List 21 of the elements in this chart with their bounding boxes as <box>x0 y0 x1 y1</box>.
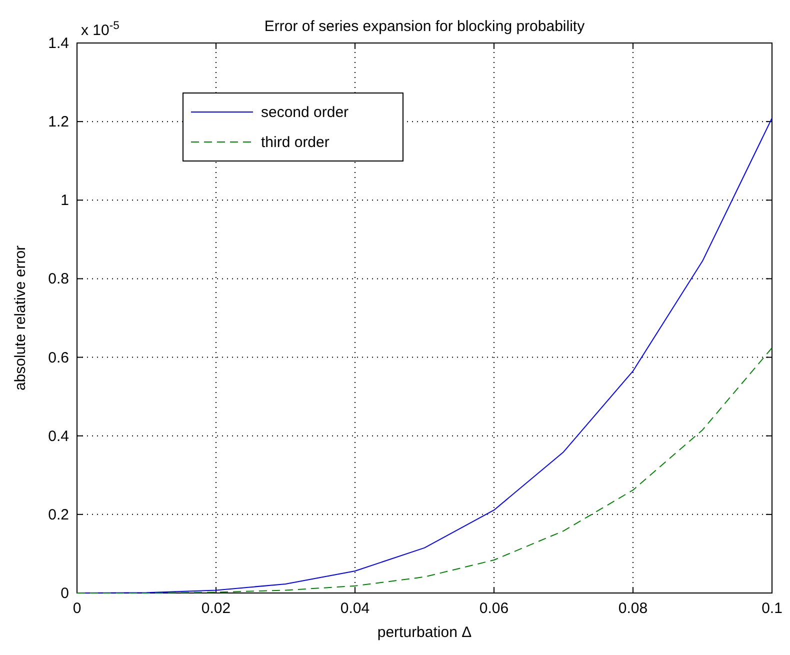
legend-label: third order <box>261 134 330 151</box>
x-tick-label: 0.06 <box>479 600 509 617</box>
y-tick-label: 0.6 <box>48 349 69 366</box>
x-tick-label: 0.08 <box>618 600 648 617</box>
y-tick-label: 0.8 <box>48 270 69 288</box>
y-tick-label: 0.2 <box>48 506 69 524</box>
line-series <box>76 347 772 594</box>
text: x 10$^{-5}$ <box>81 20 120 39</box>
x-tick-label: 0.1 <box>762 600 782 617</box>
legend-label: second order <box>261 104 349 121</box>
y-tick-label: 1.2 <box>48 114 69 131</box>
x-tick-label: 0.04 <box>340 600 370 617</box>
x-tick-label: 0 <box>72 600 82 617</box>
y-tick-label: 0.4 <box>48 428 69 445</box>
x-axis-title: perturbation Δ <box>377 624 472 641</box>
y-axis-title: absolute relative error <box>12 245 29 391</box>
chart-title: Error of series expansion for blocking probability <box>264 18 586 35</box>
y-tick-label: 0 <box>60 585 69 602</box>
y-tick-label: 1 <box>60 192 69 210</box>
x-tick-label: 0.02 <box>201 600 231 617</box>
y-tick-label: 1.4 <box>48 35 69 52</box>
